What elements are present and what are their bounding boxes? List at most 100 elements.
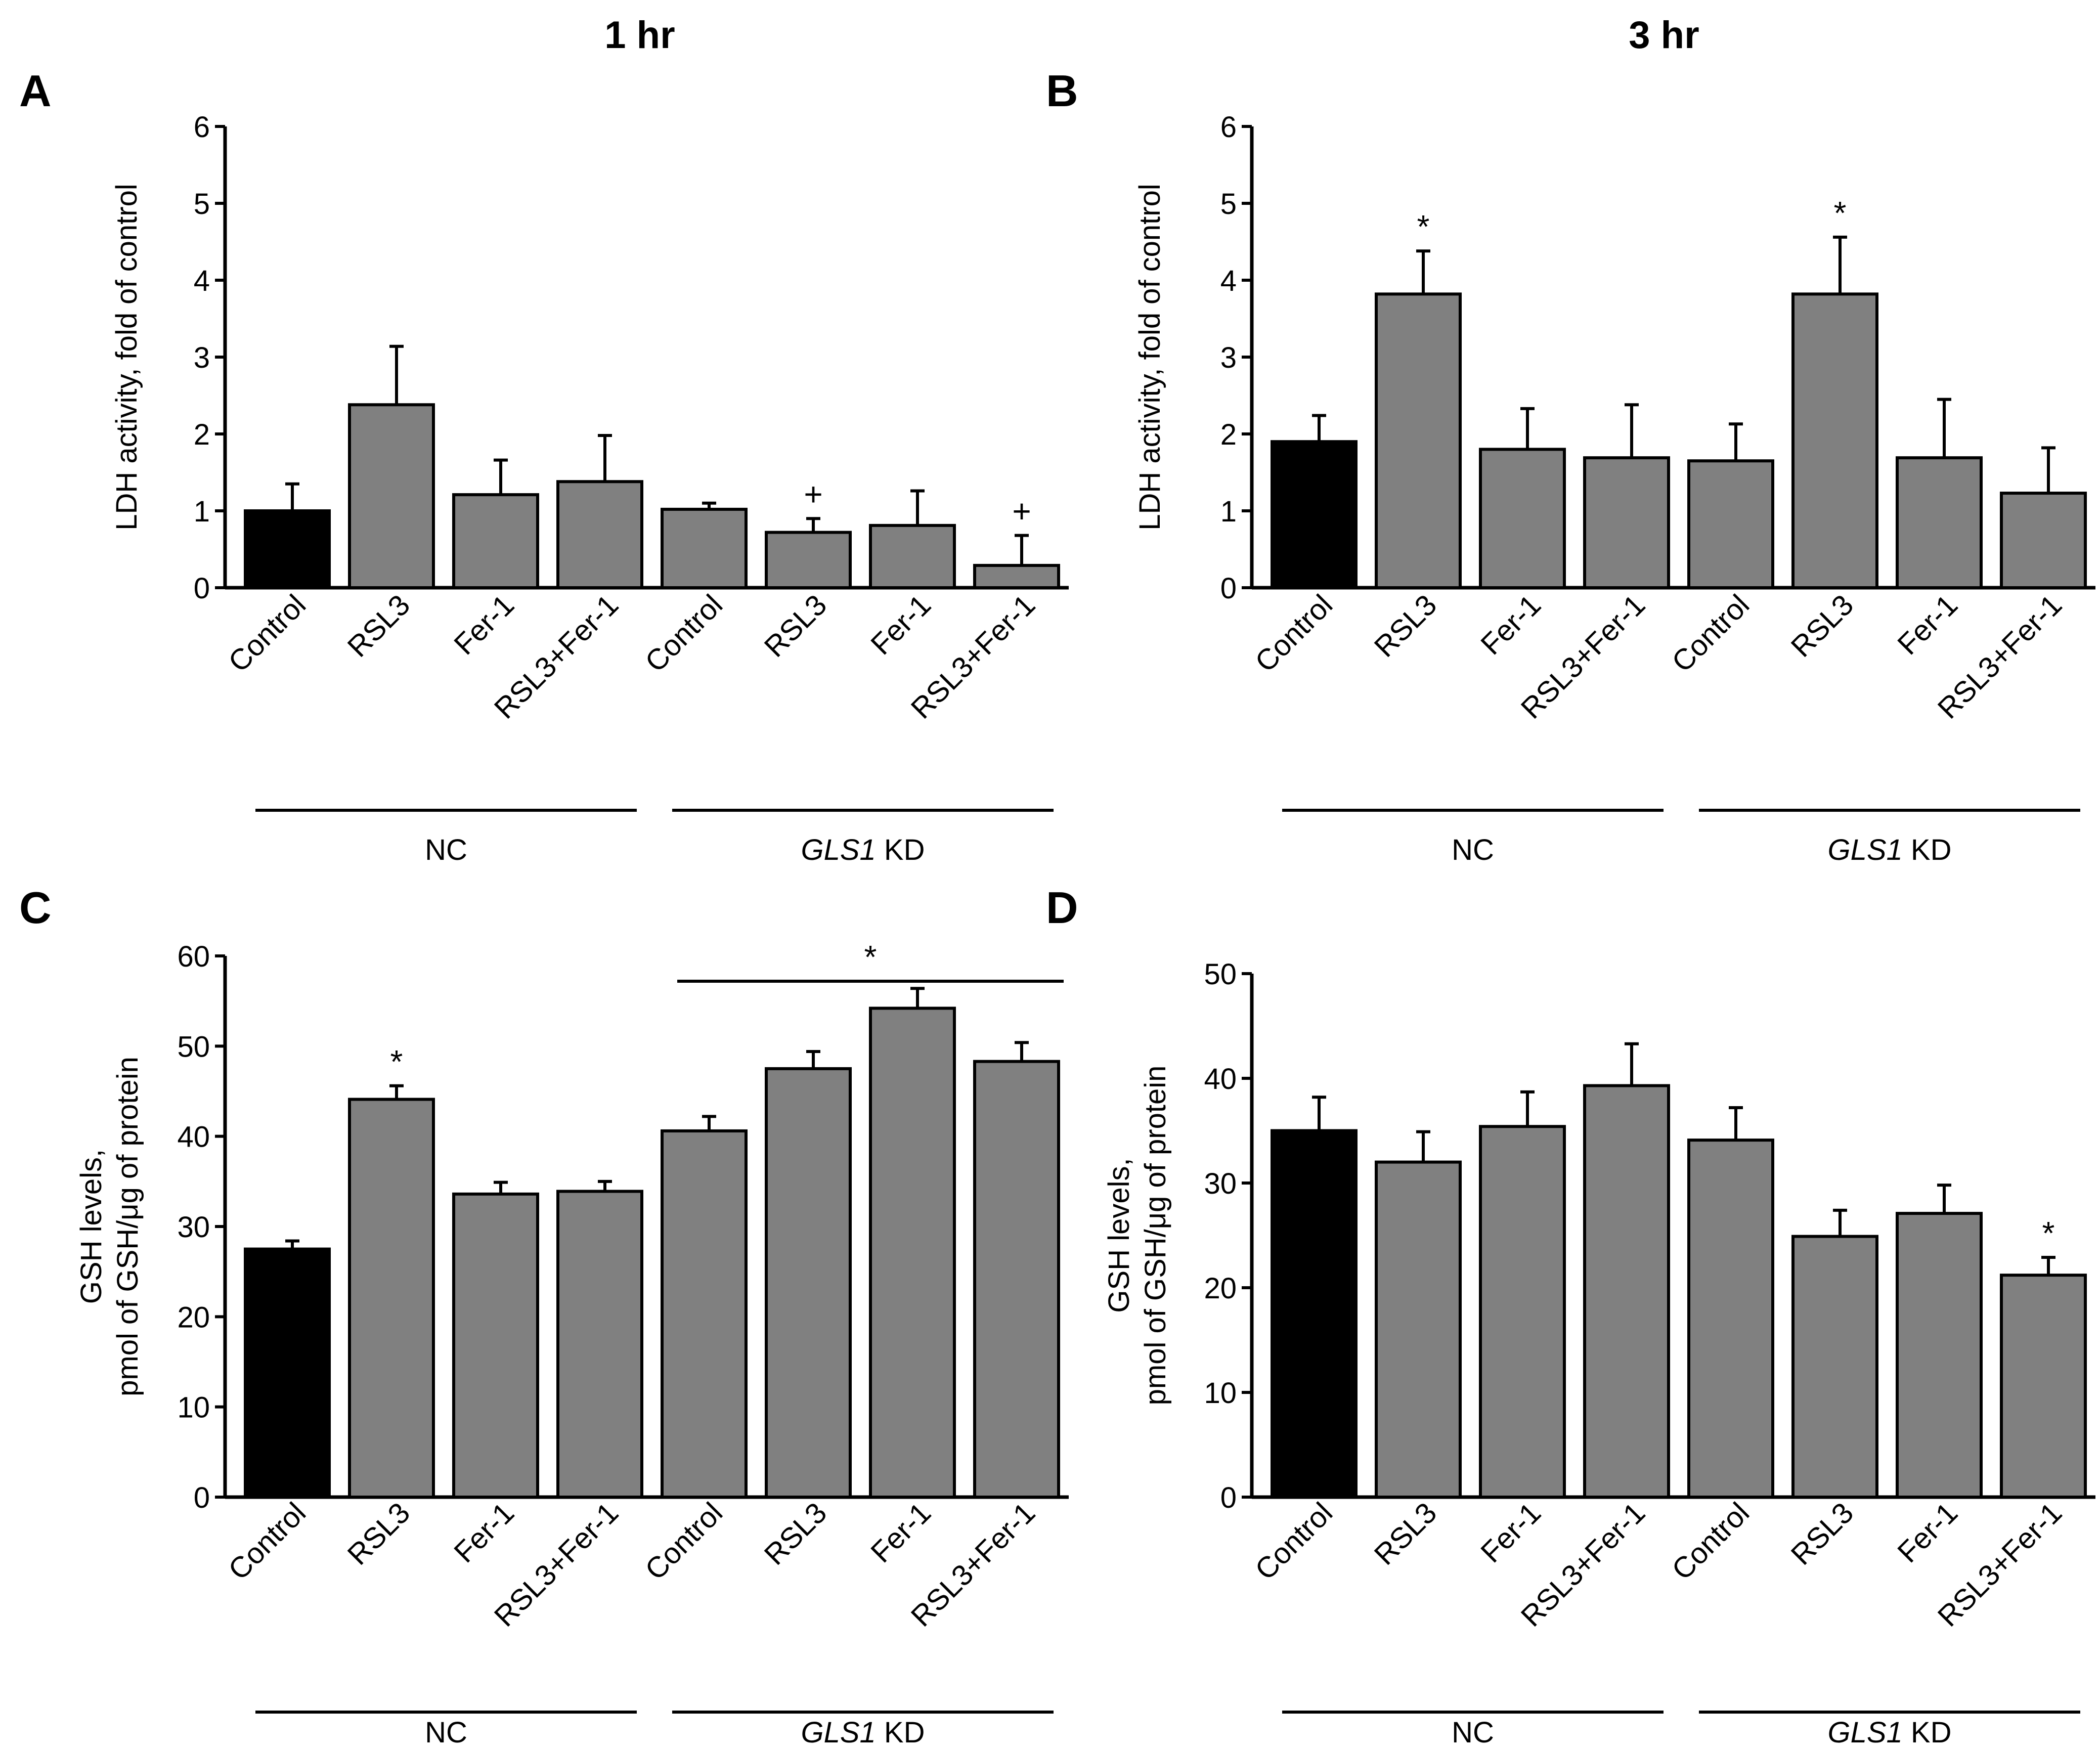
group-label-suffix: KD	[1903, 1716, 1952, 1749]
group-label: NC	[425, 834, 467, 866]
x-tick-label: RSL3	[341, 588, 417, 664]
y-axis-label-line: LDH activity, fold of control	[1133, 184, 1166, 531]
y-tick-label: 20	[1204, 1272, 1237, 1305]
y-axis-label-line: GSH levels,	[75, 1149, 108, 1304]
y-axis-label: GSH levels, pmol of GSH/μg of protein	[75, 1057, 144, 1396]
panel-b: B 0 1 2 3 4 5 6 LDH activity, fold of control * * C…	[1046, 66, 2095, 866]
bar	[1687, 459, 1774, 590]
significance-mark: +	[1012, 493, 1031, 530]
bar	[1791, 1235, 1878, 1499]
y-tick-label: 10	[177, 1391, 210, 1424]
x-tick-label: Fer-1	[1474, 1496, 1547, 1569]
y-tick-label: 1	[194, 495, 210, 528]
bar	[452, 1192, 539, 1499]
y-axis-label-line: pmol of GSH/μg of protein	[111, 1057, 144, 1396]
bar	[1583, 1084, 1670, 1499]
bar	[452, 493, 539, 590]
bar	[556, 480, 643, 589]
y-tick-label: 0	[1220, 572, 1237, 605]
group-label-gene: GLS1	[801, 834, 876, 866]
x-tick-label: Fer-1	[448, 1496, 520, 1569]
group-label: NC	[1452, 1716, 1494, 1749]
y-tick-label: 3	[194, 341, 210, 374]
bar	[2000, 1274, 2087, 1499]
y-tick-label: 4	[1220, 265, 1237, 297]
bar	[556, 1190, 643, 1499]
y-axis-label-line: GSH levels,	[1103, 1158, 1135, 1313]
bar	[765, 531, 852, 590]
group-label-suffix: KD	[876, 1716, 925, 1749]
panel-letter: A	[19, 66, 52, 116]
x-tick-label: RSL3	[1785, 588, 1860, 664]
y-tick-label: 6	[1220, 111, 1237, 144]
y-tick-label: 20	[177, 1301, 210, 1334]
y-tick-label: 1	[1220, 495, 1237, 528]
x-tick-label: RSL3	[1368, 588, 1443, 664]
bar	[2000, 492, 2087, 589]
significance-mark: *	[1834, 195, 1847, 231]
y-tick-label: 0	[1220, 1481, 1237, 1514]
bar	[244, 1247, 331, 1499]
group-label-gene: GLS1	[1827, 1716, 1902, 1749]
group-label-gene: GLS1	[801, 1716, 876, 1749]
bar	[348, 1098, 435, 1499]
y-axis-label: GSH levels, pmol of GSH/μg of protein	[1103, 1066, 1172, 1406]
bar	[661, 1129, 748, 1499]
y-tick-label: 40	[1204, 1063, 1237, 1096]
bar	[869, 1007, 956, 1499]
x-tick-label: Control	[639, 1496, 729, 1586]
bar	[973, 1060, 1060, 1499]
y-axis-label-line: pmol of GSH/μg of protein	[1139, 1066, 1172, 1406]
bar	[1375, 292, 1462, 589]
column-title-1hr: 1 hr	[604, 14, 675, 57]
bar	[765, 1067, 852, 1499]
group-label-suffix: KD	[876, 834, 925, 866]
significance-mark: *	[1417, 208, 1430, 245]
x-tick-label: Control	[1249, 588, 1339, 678]
x-tick-label: Control	[1666, 1496, 1756, 1586]
significance-mark: *	[390, 1043, 403, 1080]
y-tick-label: 3	[1220, 341, 1237, 374]
x-tick-label: RSL3	[1785, 1496, 1860, 1571]
x-tick-label: Fer-1	[864, 1496, 937, 1569]
x-tick-label: Fer-1	[1891, 1496, 1964, 1569]
y-axis-label: LDH activity, fold of control	[110, 184, 143, 531]
significance-mark: +	[804, 476, 822, 512]
x-tick-label: Control	[1666, 588, 1756, 678]
x-tick-label: Fer-1	[1891, 588, 1964, 661]
y-tick-label: 5	[1220, 188, 1237, 221]
x-tick-label: RSL3	[758, 1496, 834, 1571]
panel-a: A 0 1 2 3 4 5 6 LDH activity, fold of control + + C…	[19, 66, 1069, 866]
y-tick-label: 6	[194, 111, 210, 144]
y-tick-label: 10	[1204, 1377, 1237, 1410]
panel-d: D 0 10 20 30 40 50 GSH levels, pmol of GSH/μg of…	[1046, 883, 2095, 1749]
significance-mark: *	[2042, 1215, 2055, 1251]
group-label-gene: GLS1	[1827, 834, 1902, 866]
y-tick-label: 2	[194, 418, 210, 451]
bar	[661, 507, 748, 590]
y-tick-label: 2	[1220, 418, 1237, 451]
panel-c: C 0 10 20 30 40 50 60 GSH levels, pmol of GSH/μg …	[19, 883, 1069, 1749]
y-tick-label: 40	[177, 1121, 210, 1154]
x-tick-label: Fer-1	[864, 588, 937, 661]
bar	[1896, 456, 1983, 589]
bar	[1791, 292, 1878, 589]
chart-panels: A 0 1 2 3 4 5 6 LDH activity, fold of control + + C…	[19, 66, 2095, 1749]
y-tick-label: 0	[194, 1481, 210, 1514]
bar	[244, 509, 331, 589]
x-tick-label: Control	[222, 1496, 312, 1586]
group-label: GLS1 KD	[1827, 1716, 1951, 1749]
bar	[1583, 456, 1670, 589]
bar	[973, 563, 1060, 590]
group-label: GLS1 KD	[1827, 834, 1951, 866]
y-axis-label-line: LDH activity, fold of control	[110, 184, 143, 531]
y-tick-label: 50	[1204, 958, 1237, 991]
bar	[1896, 1212, 1983, 1499]
bar	[1687, 1139, 1774, 1499]
y-tick-label: 30	[1204, 1167, 1237, 1200]
y-tick-label: 60	[177, 940, 210, 973]
bar	[1479, 448, 1566, 590]
x-tick-label: Fer-1	[1474, 588, 1547, 661]
bar	[348, 403, 435, 589]
